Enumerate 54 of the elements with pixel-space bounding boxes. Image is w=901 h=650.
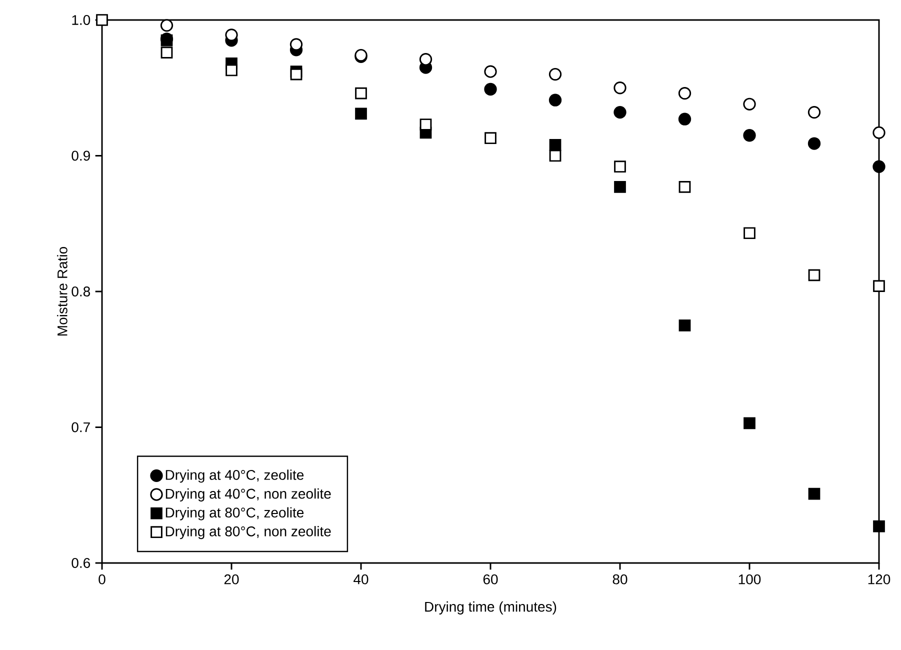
point bbox=[808, 488, 820, 500]
legend-label: Drying at 80°C, non zeolite bbox=[166, 526, 331, 540]
point bbox=[484, 82, 497, 96]
x-tick-label: 120 bbox=[868, 574, 890, 584]
y-tick-label: 0.7 bbox=[72, 422, 90, 432]
point bbox=[614, 106, 626, 119]
point bbox=[226, 64, 238, 76]
x-axis-title: Drying time (minutes) bbox=[425, 601, 556, 614]
point bbox=[614, 160, 626, 173]
point bbox=[678, 319, 691, 332]
y-tick-label: 1.0 bbox=[72, 15, 90, 25]
point bbox=[744, 227, 756, 240]
point bbox=[548, 68, 562, 81]
x-tick-label: 60 bbox=[483, 574, 498, 584]
point bbox=[290, 38, 303, 51]
point bbox=[678, 181, 691, 193]
point bbox=[873, 280, 885, 292]
point bbox=[614, 181, 626, 193]
point bbox=[484, 132, 496, 144]
point bbox=[355, 108, 367, 120]
x-tick-label: 80 bbox=[612, 574, 628, 584]
point bbox=[678, 112, 692, 126]
x-tick-label: 40 bbox=[354, 574, 368, 584]
y-tick-label: 0.8 bbox=[72, 286, 90, 296]
point bbox=[808, 269, 820, 282]
point bbox=[225, 28, 238, 42]
point bbox=[96, 14, 108, 26]
point bbox=[419, 53, 432, 66]
point bbox=[549, 150, 562, 162]
y-axis-title: Moisture Ratio bbox=[57, 246, 68, 336]
legend-label: Drying at 80°C, zeolite bbox=[166, 507, 304, 520]
point bbox=[160, 19, 174, 32]
point bbox=[614, 82, 626, 94]
point bbox=[808, 106, 821, 119]
legend-label: Drying at 40°C, non zeolite bbox=[166, 488, 331, 502]
point bbox=[548, 94, 562, 106]
point bbox=[743, 129, 756, 142]
point bbox=[744, 417, 756, 430]
point bbox=[160, 46, 173, 59]
x-tick-label: 0 bbox=[98, 574, 106, 584]
point bbox=[484, 65, 497, 78]
y-tick-label: 0.9 bbox=[72, 150, 90, 161]
x-tick-label: 100 bbox=[738, 574, 761, 584]
point bbox=[549, 138, 562, 151]
point bbox=[743, 98, 756, 110]
point bbox=[873, 520, 885, 532]
x-tick-label: 20 bbox=[224, 574, 239, 584]
point bbox=[420, 118, 432, 130]
point bbox=[290, 68, 302, 80]
point bbox=[355, 87, 367, 100]
y-tick-label: 0.6 bbox=[72, 558, 90, 568]
legend-label: Drying at 40°C, zeolite bbox=[166, 470, 304, 483]
point bbox=[808, 137, 821, 150]
point bbox=[678, 86, 692, 100]
